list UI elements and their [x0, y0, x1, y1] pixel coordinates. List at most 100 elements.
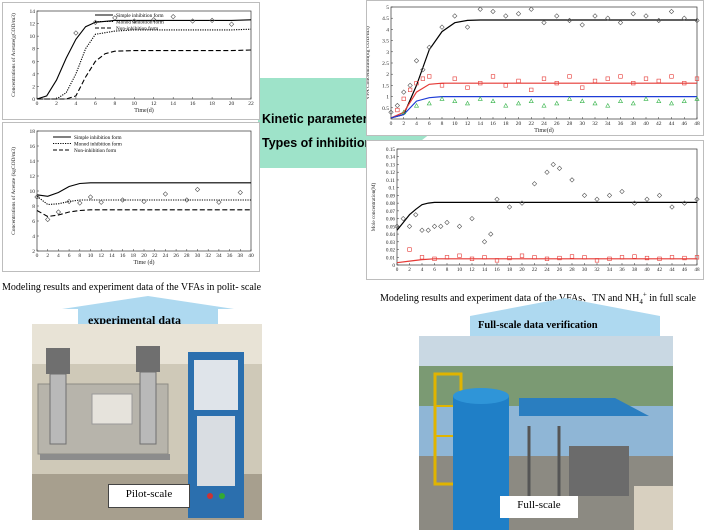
x-tick-label: 38	[238, 253, 244, 259]
x-tick-label: 0	[396, 267, 399, 273]
data-point-square	[618, 74, 623, 79]
x-tick-label: 18	[209, 101, 215, 107]
data-point-square	[452, 76, 457, 81]
x-tick-label: 20	[516, 121, 522, 127]
full-scale-photo	[419, 336, 673, 530]
x-tick-label: 10	[457, 267, 463, 273]
data-point-square	[516, 78, 521, 84]
data-point-square	[592, 78, 598, 84]
data-point-diamond	[494, 196, 500, 202]
fullscale-caption-tail: in full scale	[646, 293, 696, 304]
data-point-triangle	[694, 96, 700, 101]
y-tick-label: 0.02	[386, 248, 395, 254]
data-point-triangle	[490, 98, 496, 103]
y-tick-label: 12	[30, 22, 36, 28]
data-point-square	[567, 74, 572, 79]
data-point-square	[669, 74, 674, 79]
data-point-square	[519, 253, 525, 258]
x-tick-label: 12	[469, 267, 475, 273]
x-tick-label: 10	[132, 101, 138, 107]
data-point-square	[644, 255, 650, 261]
y-tick-label: 0	[392, 263, 395, 269]
data-point-triangle	[541, 102, 547, 108]
data-point-diamond	[605, 15, 611, 21]
data-point-square	[532, 255, 537, 260]
data-point-diamond	[606, 192, 613, 199]
data-point-square	[490, 74, 496, 79]
data-point-square	[444, 255, 450, 260]
data-point-diamond	[425, 227, 431, 233]
data-point-diamond	[630, 11, 636, 17]
data-point-diamond	[631, 200, 638, 206]
y-tick-label: 0	[32, 97, 35, 103]
series-line	[390, 82, 697, 119]
data-point-square	[682, 255, 687, 261]
x-tick-label: 20	[141, 253, 147, 259]
data-point-diamond	[569, 177, 575, 183]
series-line	[37, 28, 252, 100]
data-point-diamond	[170, 14, 176, 20]
x-tick-label: 32	[205, 253, 211, 259]
data-point-diamond	[681, 15, 687, 21]
data-point-diamond	[488, 231, 494, 237]
data-point-square	[427, 74, 432, 79]
x-tick-label: 4	[415, 121, 418, 127]
data-point-diamond	[439, 24, 445, 30]
y-tick-label: 5	[386, 5, 389, 11]
data-point-diamond	[554, 13, 560, 19]
x-tick-label: 16	[120, 253, 126, 259]
data-point-square	[569, 254, 575, 259]
y-tick-label: 0.04	[386, 232, 395, 238]
x-tick-label: 28	[569, 267, 575, 273]
data-point-square	[494, 258, 500, 263]
data-point-diamond	[444, 219, 450, 226]
series-line	[36, 209, 251, 218]
y-tick-label: 6	[32, 59, 35, 65]
x-tick-label: 18	[131, 253, 137, 259]
data-point-diamond	[419, 227, 425, 233]
y-tick-label: 14	[30, 159, 36, 165]
kinetic-parameters-label: Kinetic parameters	[262, 112, 375, 126]
full-scale-label: Full-scale	[500, 496, 578, 518]
x-tick-label: 34	[607, 267, 613, 273]
legend-label: Simple inhibition form	[74, 134, 122, 141]
y-tick-label: 1.5	[382, 83, 389, 89]
x-tick-label: 2	[55, 101, 58, 107]
x-tick-label: 8	[78, 253, 81, 259]
x-axis-label: Time(d)	[134, 107, 153, 114]
data-point-triangle	[528, 98, 534, 103]
data-point-diamond	[643, 13, 649, 19]
data-point-square	[580, 85, 585, 90]
x-tick-label: 6	[428, 121, 431, 127]
x-tick-label: 4	[75, 101, 78, 107]
series-line	[36, 195, 251, 206]
x-tick-label: 46	[682, 121, 688, 127]
data-point-diamond	[92, 19, 98, 25]
x-tick-label: 42	[656, 121, 662, 127]
data-point-diamond	[594, 196, 600, 202]
y-tick-label: 12	[30, 174, 36, 180]
data-point-square	[419, 255, 425, 260]
data-point-diamond	[481, 239, 488, 245]
chart-pilot-bottom: 0 2 4 6 8 10 12 14 16 18 20 22 24 26 28 30 32 34 36 38 40 2 4 6…	[2, 122, 260, 272]
data-point-diamond	[592, 13, 598, 19]
y-tick-label: 0.03	[386, 240, 395, 246]
y-tick-label: 0.06	[386, 217, 395, 223]
x-tick-label: 12	[98, 253, 104, 259]
x-tick-label: 16	[190, 101, 196, 107]
x-tick-label: 10	[452, 121, 458, 127]
x-tick-label: 44	[669, 267, 675, 273]
x-tick-label: 44	[669, 121, 675, 127]
x-tick-label: 14	[109, 253, 115, 259]
y-tick-label: 0.5	[382, 106, 389, 112]
x-tick-label: 20	[229, 101, 235, 107]
plot-area	[36, 10, 252, 100]
y-axis-label: Concentrations of Acetate (kgCOD/m3)	[10, 147, 17, 235]
y-tick-label: 0.01	[386, 255, 395, 261]
x-tick-label: 26	[557, 267, 563, 273]
data-point-square	[395, 107, 400, 113]
chart-pilot-top-svg: 0 2 4 6 8 10 12 14 16 18 20 22 0 2 4 6 8 10 12 14 Time(d) Con…	[10, 9, 254, 114]
legend-label: Simple inhibition form	[116, 12, 164, 19]
x-tick-label: 0	[36, 101, 39, 107]
data-point-diamond	[669, 204, 675, 210]
